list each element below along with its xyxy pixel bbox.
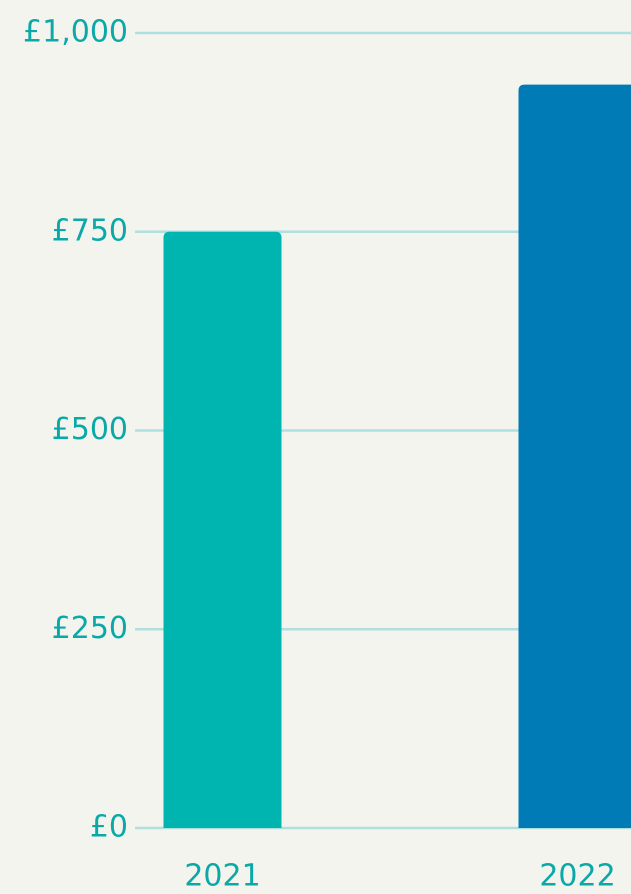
bar	[163, 231, 282, 828]
y-tick-label: £500	[52, 412, 128, 447]
y-tick-label: £250	[52, 611, 128, 646]
bar	[518, 84, 631, 828]
x-tick-label: 2022	[539, 859, 615, 894]
y-tick-label: £750	[52, 213, 128, 248]
y-tick-label: £0	[90, 810, 128, 845]
y-tick-label: £1,000	[23, 15, 128, 50]
x-tick-label: 2021	[184, 859, 260, 894]
